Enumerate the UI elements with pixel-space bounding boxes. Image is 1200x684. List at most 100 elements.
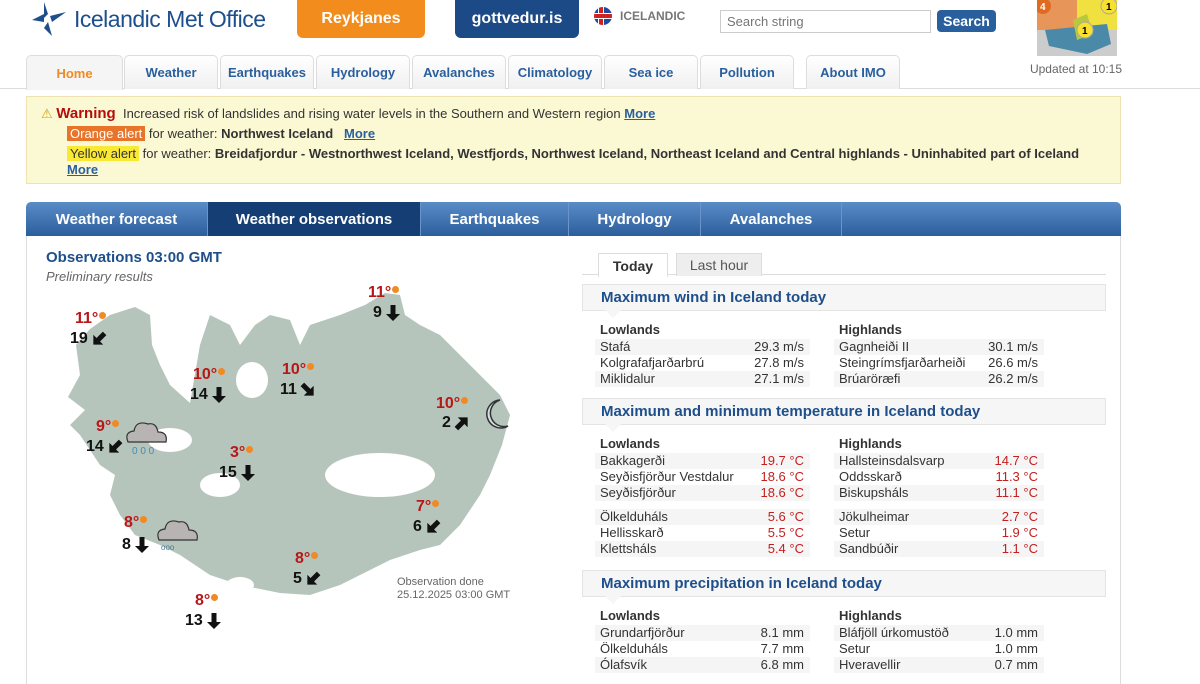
station-value: 18.6 °C [760,469,804,484]
tab-earthquakes[interactable]: Earthquakes [421,202,569,236]
orange-alert-more-link[interactable]: More [343,126,376,141]
lowlands-list: Lowlands Bakkagerði 19.7 °C Seyðisfjörður V… [582,436,810,557]
orange-alert-badge: Orange alert [67,126,146,141]
station-temp[interactable]: 8° [195,592,219,610]
station-temp[interactable]: 7° [416,498,440,516]
station-name: Seyðisfjörður [600,485,676,500]
lowlands-heading: Lowlands [600,322,660,337]
search-input[interactable] [720,10,931,33]
station-temp[interactable]: 8° [124,514,148,532]
station-value: 5.6 °C [767,509,804,524]
nav-avalanches[interactable]: Avalanches [412,55,506,89]
section-header: Maximum and minimum temperature in Icela… [582,398,1106,432]
station-name: Gagnheiði II [839,339,910,354]
nav-about[interactable]: About IMO [806,55,900,89]
temp-value: 9° [96,418,112,435]
table-row: Ölkelduháls 7.7 mm [595,641,810,657]
table-row: Seyðisfjörður 18.6 °C [595,485,810,501]
station-name: Sandbúðir [839,541,899,556]
tab-last-hour[interactable]: Last hour [676,253,762,276]
station-name: Stafá [600,339,631,354]
station-wind: 11 [280,381,315,399]
alert-updated-time: Updated at 10:15 [1029,62,1123,76]
station-value: 27.1 m/s [754,371,804,386]
station-dot-icon [432,500,440,507]
station-dot-icon [112,420,120,427]
station-value: 6.8 mm [760,657,804,672]
nav-earthquakes[interactable]: Earthquakes [220,55,314,89]
station-name: Kolgrafafjarðarbrú [600,355,705,370]
table-row: Setur 1.9 °C [834,525,1044,541]
station-temp[interactable]: 9° [96,418,120,436]
wind-arrow-icon [300,382,314,396]
temp-value: 8° [295,550,311,567]
wind-arrow-icon [454,417,468,431]
table-row: Oddsskarð 11.3 °C [834,469,1044,485]
imo-logo[interactable]: Icelandic Met Office [30,0,266,38]
alert-map-thumbnail[interactable]: 4 1 1 [1037,0,1117,56]
tab-hydrology[interactable]: Hydrology [569,202,701,236]
wind-arrow-icon [93,331,107,345]
station-temp[interactable]: 10° [193,366,226,384]
tab-avalanches[interactable]: Avalanches [701,202,842,236]
alert-count-yellow: 1 [1106,2,1112,13]
station-value: 5.4 °C [767,541,804,556]
language-switch[interactable]: ICELANDIC [594,7,685,25]
station-name: Bláfjöll úrkomustöð [839,625,949,640]
station-temp[interactable]: 10° [436,395,469,413]
iceland-flag-icon [594,7,612,25]
wind-speed: 8 [122,536,131,553]
nav-weather[interactable]: Weather [124,55,218,89]
station-temp[interactable]: 10° [282,361,315,379]
station-temp[interactable]: 11° [75,310,107,328]
lowlands-list: Lowlands Stafá 29.3 m/s Kolgrafafjarðarbrú 2… [582,322,810,387]
station-dot-icon [99,312,107,319]
nav-pollution[interactable]: Pollution [700,55,794,89]
station-wind: 14 [86,438,123,456]
station-name: Setur [839,525,871,540]
nav-home[interactable]: Home [26,55,123,90]
nav-sea-ice[interactable]: Sea ice [604,55,698,89]
station-value: 11.1 °C [995,485,1038,500]
lowlands-list: Lowlands Grundarfjörður 8.1 mm Ölkelduháls 7… [582,608,810,673]
wind-arrow-icon [211,387,226,403]
station-temp[interactable]: 11° [368,284,400,302]
station-dot-icon [307,363,315,370]
nav-climatology[interactable]: Climatology [508,55,602,89]
moon-icon [480,398,510,433]
table-row: Klettsháls 5.4 °C [595,541,810,557]
wind-speed: 13 [185,612,203,629]
svg-text:ooo: ooo [161,543,175,552]
table-row: Sandbúðir 1.1 °C [834,541,1044,557]
nav-hydrology[interactable]: Hydrology [316,55,410,89]
wind-speed: 6 [413,518,422,535]
tab-weather-observations[interactable]: Weather observations [208,202,421,236]
tab-today[interactable]: Today [598,253,668,277]
tab-weather-forecast[interactable]: Weather forecast [26,202,208,236]
station-wind: 13 [185,612,221,630]
yellow-alert-more-link[interactable]: More [67,162,99,177]
station-value: 11.3 °C [995,469,1038,484]
station-dot-icon [211,594,219,601]
station-temp[interactable]: 8° [295,550,319,568]
station-dot-icon [246,446,254,453]
gottvedur-button[interactable]: gottvedur.is [455,0,579,38]
station-temp[interactable]: 3° [230,444,254,462]
iceland-map[interactable] [40,285,520,615]
station-name: Brúaröræfi [839,371,901,386]
station-value: 2.7 °C [1001,509,1038,524]
wind-arrow-icon [385,305,400,321]
warning-more-link[interactable]: More [624,106,656,121]
warning-box: ⚠ Warning Increased risk of landslides a… [26,96,1121,184]
station-name: Hellisskarð [600,525,664,540]
alert-count-yellow-2: 1 [1082,26,1088,37]
highlands-list: Highlands Hallsteinsdalsvarp 14.7 °C Oddssk… [821,436,1044,557]
station-value: 1.0 mm [994,641,1038,656]
search-button[interactable]: Search [937,10,996,32]
temp-value: 7° [416,498,432,515]
station-wind: 6 [413,518,441,536]
table-row: Bláfjöll úrkomustöð 1.0 mm [834,625,1044,641]
reykjanes-button[interactable]: Reykjanes [297,0,425,38]
alert-map-icon: 4 1 1 [1037,0,1117,54]
observation-done: Observation done 25.12.2025 03:00 GMT [397,576,510,602]
